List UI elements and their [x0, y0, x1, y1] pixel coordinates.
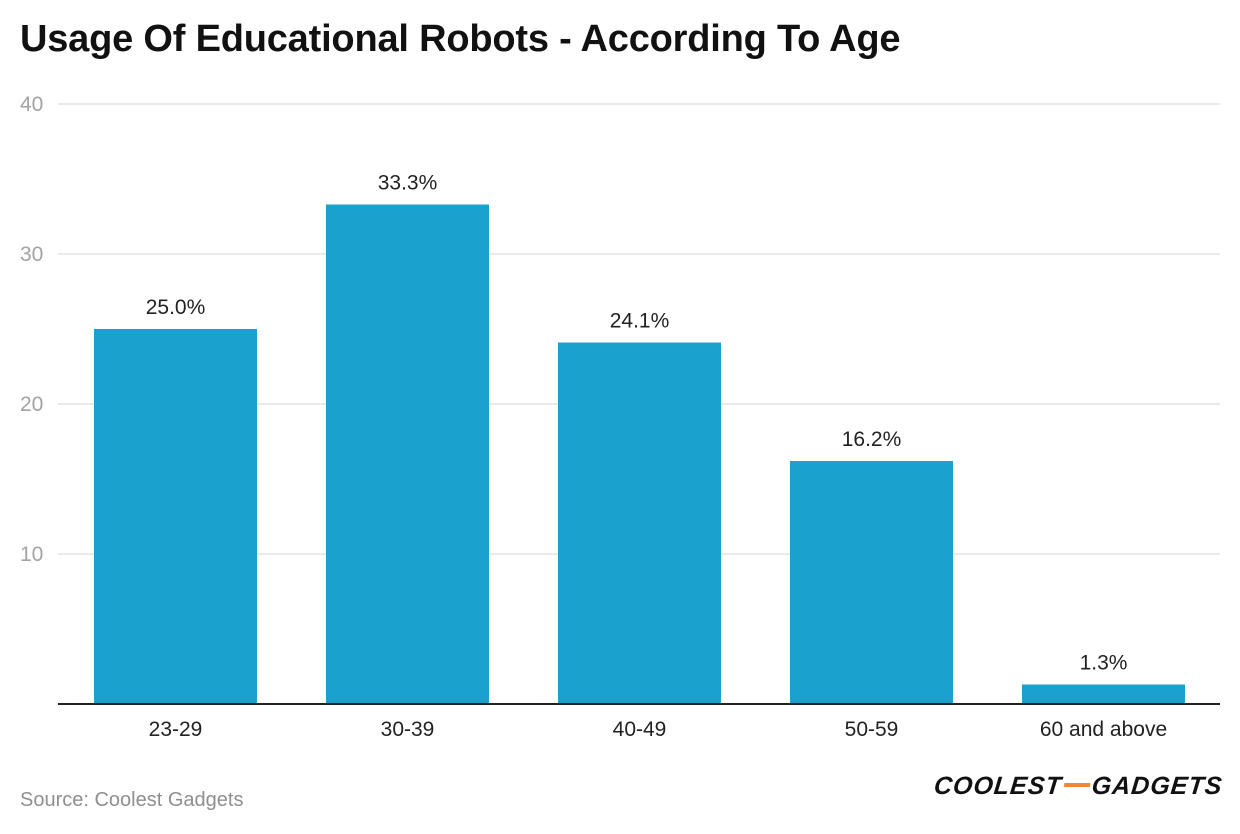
bars	[94, 204, 1185, 704]
bar-23-29	[94, 329, 257, 704]
bar-30-39	[326, 204, 489, 704]
bar-60-and-above	[1022, 684, 1185, 704]
bar-50-59	[790, 461, 953, 704]
category-label: 40-49	[613, 718, 667, 741]
value-label: 33.3%	[378, 172, 438, 195]
value-label: 16.2%	[842, 428, 902, 451]
value-label: 1.3%	[1080, 652, 1128, 675]
bar-40-49	[558, 342, 721, 704]
value-label: 25.0%	[146, 296, 206, 319]
y-axis-ticks: 10 20 30 40	[20, 93, 43, 566]
y-tick-label: 40	[20, 93, 43, 116]
category-label: 23-29	[149, 718, 203, 741]
coolest-gadgets-logo: COOLEST GADGETS	[932, 772, 1224, 801]
chart-title: Usage Of Educational Robots - According …	[20, 18, 901, 60]
category-label: 60 and above	[1040, 718, 1167, 741]
logo-text-left: COOLEST	[932, 772, 1064, 800]
x-axis-categories: 23-29 30-39 40-49 50-59 60 and above	[149, 718, 1168, 741]
y-tick-label: 10	[20, 543, 43, 566]
logo-text-right: GADGETS	[1090, 772, 1224, 800]
category-label: 30-39	[381, 718, 435, 741]
category-label: 50-59	[845, 718, 899, 741]
logo-dash	[1063, 783, 1091, 788]
value-labels: 25.0% 33.3% 24.1% 16.2% 1.3%	[146, 172, 1128, 675]
source-note: Source: Coolest Gadgets	[20, 789, 244, 811]
y-tick-label: 30	[20, 243, 43, 266]
y-tick-label: 20	[20, 393, 43, 416]
value-label: 24.1%	[610, 310, 670, 333]
